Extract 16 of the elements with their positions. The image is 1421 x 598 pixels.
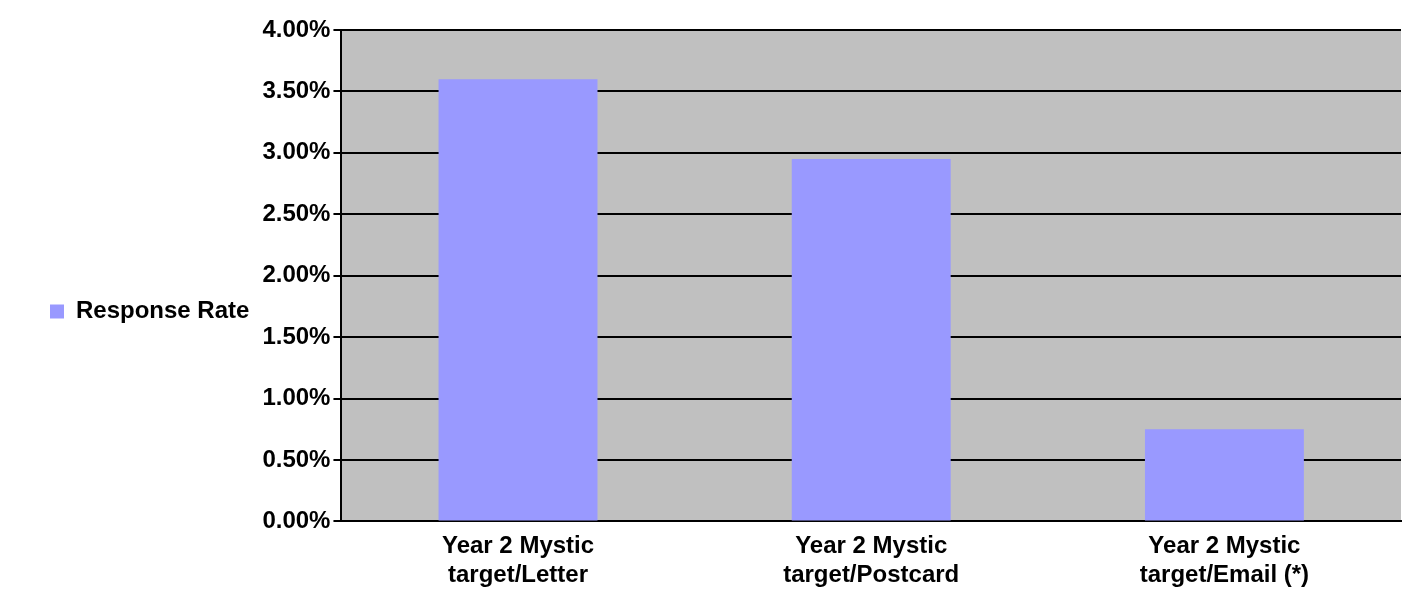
bar xyxy=(791,158,951,521)
legend-label: Response Rate xyxy=(76,296,250,324)
y-tick-label: 0.00% xyxy=(262,506,331,534)
bar xyxy=(438,79,598,521)
y-tick-label: 1.00% xyxy=(262,383,331,411)
y-tick-label: 2.00% xyxy=(262,260,331,288)
y-tick-label: 2.50% xyxy=(262,198,331,226)
y-tick-label: 3.50% xyxy=(262,76,331,104)
x-tick-label: Year 2 Mystic target/Email (*) xyxy=(1139,531,1310,588)
x-tick-label: Year 2 Mystic target/Postcard xyxy=(783,531,960,588)
y-tick-label: 4.00% xyxy=(262,14,331,42)
y-tick-label: 0.50% xyxy=(262,444,331,472)
y-tick-label: 1.50% xyxy=(262,321,331,349)
x-tick-label: Year 2 Mystic target/Letter xyxy=(441,531,595,588)
bar xyxy=(1144,429,1304,521)
y-tick-label: 3.00% xyxy=(262,137,331,165)
